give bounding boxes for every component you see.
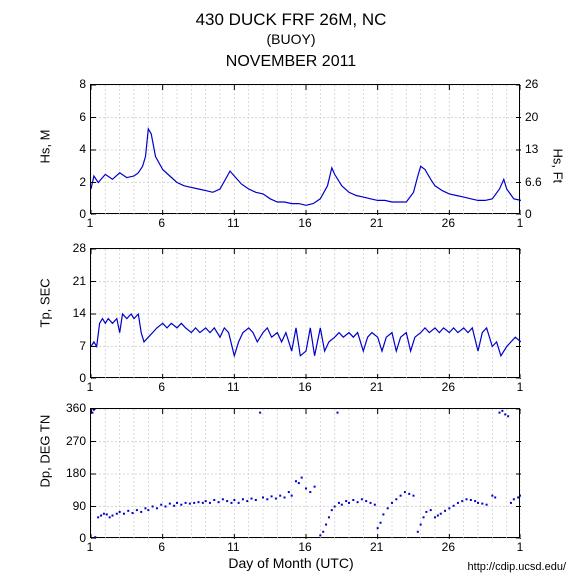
xtick-label: 11 — [223, 540, 243, 554]
ytick-label: 28 — [62, 241, 86, 255]
ytick-label: 2 — [62, 175, 86, 189]
footer-text: http://cdip.ucsd.edu/ — [468, 561, 566, 573]
xtick-label: 1 — [80, 216, 100, 230]
ytick-label: 14 — [62, 306, 86, 320]
ytick-label: 6 — [62, 110, 86, 124]
xtick-label: 6 — [152, 216, 172, 230]
ytick-label: 21 — [62, 274, 86, 288]
chart-title-3: NOVEMBER 2011 — [0, 53, 582, 71]
xtick-label: 26 — [438, 380, 458, 394]
ytick-label-right: 26 — [525, 77, 555, 91]
chart-title-1: 430 DUCK FRF 26M, NC — [0, 10, 582, 30]
ytick-label: 270 — [62, 434, 86, 448]
ytick-label: 4 — [62, 142, 86, 156]
ytick-label: 90 — [62, 499, 86, 513]
plot-tp — [90, 248, 520, 378]
xtick-label: 11 — [223, 216, 243, 230]
xtick-label: 26 — [438, 216, 458, 230]
ytick-label: 7 — [62, 339, 86, 353]
xtick-label: 1 — [510, 380, 530, 394]
xtick-label: 6 — [152, 380, 172, 394]
ytick-label: 180 — [62, 466, 86, 480]
xtick-label: 1 — [510, 216, 530, 230]
xtick-label: 1 — [80, 380, 100, 394]
ytick-label: 360 — [62, 401, 86, 415]
ytick-label: 8 — [62, 77, 86, 91]
xtick-label: 21 — [367, 540, 387, 554]
ytick-label-right: 20 — [525, 110, 555, 124]
plot-hs — [90, 84, 520, 214]
plot-dp — [90, 408, 520, 538]
xtick-label: 1 — [510, 540, 530, 554]
xtick-label: 16 — [295, 540, 315, 554]
xtick-label: 16 — [295, 216, 315, 230]
yaxis-label-dp: Dp, DEG TN — [38, 458, 53, 488]
yaxis-label-hs: Hs, M — [38, 134, 53, 164]
xtick-label: 6 — [152, 540, 172, 554]
xtick-label: 11 — [223, 380, 243, 394]
xtick-label: 26 — [438, 540, 458, 554]
xtick-label: 16 — [295, 380, 315, 394]
yaxis-label-tp: Tp, SEC — [38, 298, 53, 328]
chart-title-2: (BUOY) — [0, 31, 582, 47]
xtick-label: 21 — [367, 380, 387, 394]
yaxis-label-right-hs: Hs, Ft — [551, 149, 566, 184]
xtick-label: 21 — [367, 216, 387, 230]
xtick-label: 1 — [80, 540, 100, 554]
